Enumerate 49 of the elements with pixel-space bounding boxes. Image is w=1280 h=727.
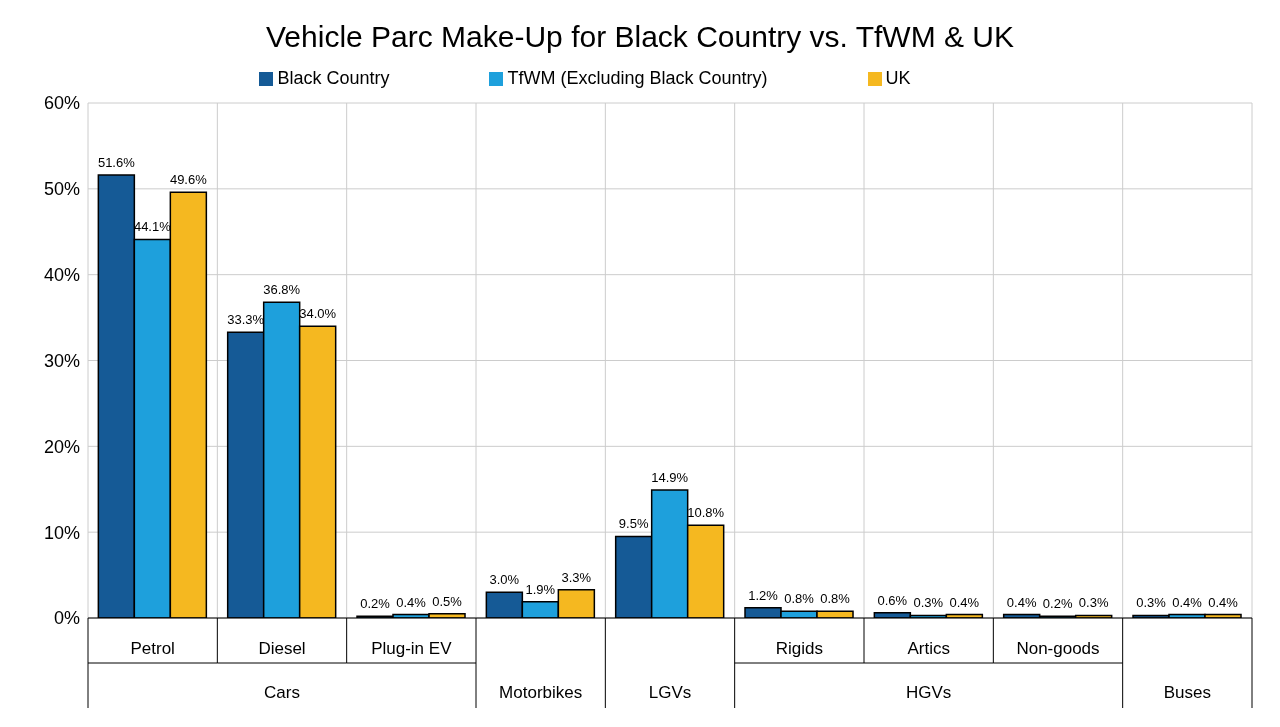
y-tick-label: 60% [43,93,80,114]
data-label: 0.4% [1208,594,1239,610]
x-tick-label: Artics [907,639,950,658]
data-label: 0.5% [432,593,463,609]
data-label: 0.3% [913,595,944,611]
data-label: 0.8% [820,591,851,607]
data-label: 0.4% [1172,594,1203,610]
y-tick-label: 0% [53,608,80,629]
x-tick-label: Plug-in EV [371,639,453,658]
data-label: 0.2% [360,596,391,612]
data-label: 44.1% [133,219,172,235]
data-label: 1.9% [525,581,556,597]
data-label: 9.5% [618,516,649,532]
data-label: 49.6% [169,172,208,188]
data-label: 10.8% [687,505,725,521]
data-label: 33.3% [227,312,265,328]
data-label: 34.0% [299,306,337,322]
legend-label: Black Country [277,68,390,88]
text: Buses [1163,683,1211,702]
chart-title: Vehicle Parc Make-Up for Black Country vs. TfWM & UK [265,19,1015,55]
y-tick-label: 30% [43,350,80,371]
data-label: 0.4% [1006,594,1037,610]
data-label: 51.6% [97,155,136,171]
data-label: 14.9% [651,470,689,486]
data-label: 36.8% [263,282,301,298]
x-tick-label: Rigids [775,639,823,658]
data-label: 3.3% [561,569,592,585]
data-label: 0.3% [1136,595,1167,611]
text: Cars [264,683,300,702]
x-tick-label: Petrol [130,639,175,658]
y-tick-label: 40% [43,265,80,286]
data-label: 0.6% [877,592,908,608]
data-label: 1.2% [748,587,779,603]
y-tick-label: 20% [43,436,80,457]
legend-label: TfWM (Excluding Black Country) [507,68,768,88]
data-label: 0.8% [784,591,815,607]
x-tick-label: Diesel [258,639,306,658]
data-label: 3.0% [489,572,520,588]
data-label: 0.4% [396,594,427,610]
legend-label: UK [885,68,911,88]
data-label: 0.2% [1042,596,1073,612]
x-tick-label: Non-goods [1016,639,1100,658]
text: Motorbikes [499,683,583,702]
text: HGVs [905,683,952,702]
y-tick-label: 10% [43,522,80,543]
data-label: 0.3% [1078,595,1109,611]
data-label: 0.4% [949,594,980,610]
text: LGVs [648,683,692,702]
y-tick-label: 50% [43,179,80,200]
